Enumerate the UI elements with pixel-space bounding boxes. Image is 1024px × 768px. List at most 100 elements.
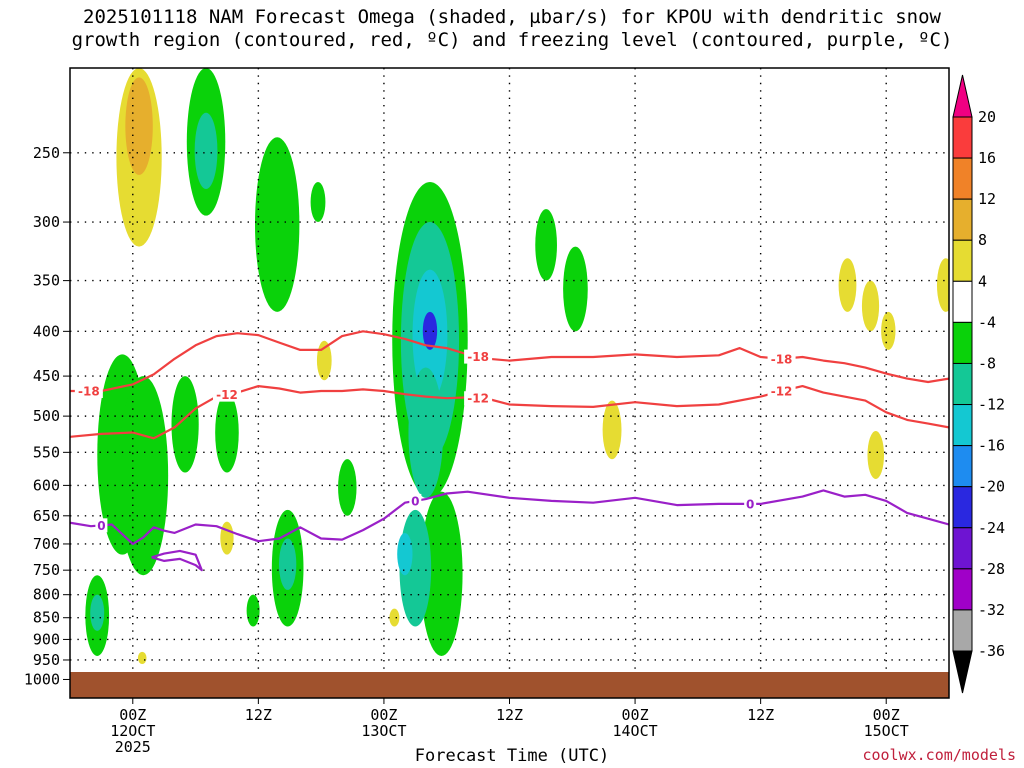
omega-region-3 [194,112,218,189]
colorbar-segment--8--4 [952,321,973,364]
colorbar-segment--20--16 [952,445,973,488]
y-tick-label: 600 [33,476,60,494]
x-tick-label: 2025 [115,738,151,756]
contour-label-bg [464,349,493,364]
colorbar-label: -8 [978,354,996,372]
colorbar-segment--24--20 [952,486,973,529]
contour-label-bg [767,351,796,366]
contour-label-bg [409,493,422,508]
x-tick-label: 13OCT [361,722,406,740]
contour-label-bg [212,387,241,402]
contour-label-bg [744,496,757,511]
omega-region-10 [215,392,239,473]
ground-surface [70,672,949,698]
colorbar-legend: 20 16 12 8 4 -4 -8 -12 -16 -20 -24 -28 -32 -36 [952,74,1005,694]
x-tick-label: 00Z [370,706,397,724]
omega-region-13 [279,538,297,590]
colorbar-top-arrow [952,74,973,118]
colorbar-label: 20 [978,108,996,126]
contour-label-0-0: -18 [78,384,100,398]
colorbar-segment--12--8 [952,362,973,406]
x-tick-label: 12Z [496,706,523,724]
x-tick-label: 00Z [873,706,900,724]
x-tick-label: 12Z [245,706,272,724]
y-tick-label: 700 [33,535,60,553]
colorbar-label: -36 [978,642,1005,660]
colorbar-label: -20 [978,478,1005,496]
x-tick-label: 00Z [622,706,649,724]
omega-region-25 [397,532,413,576]
omega-region-9 [171,376,199,473]
contour-label-bg [464,391,493,406]
omega-region-33 [867,431,885,480]
y-tick-label: 550 [33,443,60,461]
colorbar-label: 16 [978,149,996,167]
omega-region-29 [602,400,622,460]
x-tick-label: 15OCT [864,722,909,740]
colorbar-segment--32--28 [952,568,973,611]
omega-region-28 [563,246,588,332]
y-tick-label: 850 [33,609,60,627]
omega-region-30 [838,258,857,312]
omega-region-22 [408,367,444,498]
contour-line-2 [70,489,949,546]
contour-label-0-2: -18 [771,352,793,366]
omega-region-26 [389,608,400,627]
colorbar-segment-16-20 [952,116,973,159]
colorbar-segment-12-16 [952,157,973,200]
y-tick-label: 1000 [24,670,60,688]
omega-region-32 [881,311,896,350]
omega-region-35 [936,258,949,312]
x-tick-label: 14OCT [612,722,657,740]
colorbar-label: 12 [978,190,996,208]
omega-region-27 [535,209,557,281]
y-tick-label: 300 [33,213,60,231]
x-axis-label: Forecast Time (UTC) [414,746,610,766]
colorbar-segment-4-8 [952,239,973,282]
contour-line-0 [70,330,949,393]
contour-label-2-2: 0 [746,497,754,511]
colorbar-segment--36--32 [952,609,973,652]
colorbar-label: -4 [978,313,996,331]
contour-label-1-1: -12 [467,392,489,406]
omega-region-15 [90,594,105,631]
omega-region-16 [246,594,260,627]
contour-label-bg [74,383,103,398]
omega-region-1 [125,77,153,175]
colorbar-segment--16--12 [952,404,973,447]
colorbar-label: -24 [978,519,1005,537]
x-tick-label: 00Z [119,706,146,724]
contour-label-1-0: -12 [216,388,238,402]
contour-label-bg [95,518,108,533]
y-tick-label: 450 [33,367,60,385]
omega-region-31 [861,280,880,332]
omega-region-11 [220,521,234,555]
colorbar-segment--4-4 [952,280,973,323]
contour-label-1-2: -12 [771,384,793,398]
y-tick-label: 750 [33,561,60,579]
contour-label-bg [767,383,796,398]
contour-label-2-0: 0 [97,519,105,533]
omega-region-8 [118,376,169,576]
omega-region-23 [420,491,463,656]
omega-region-34 [137,651,147,664]
omega-region-4 [254,137,300,312]
omega-region-21 [422,311,438,350]
colorbar-label: -12 [978,396,1005,414]
colorbar-label: -16 [978,437,1005,455]
colorbar-segment-8-12 [952,198,973,241]
contour-label-0-1: -18 [467,350,489,364]
y-tick-label: 250 [33,144,60,162]
omega-region-5 [310,182,326,223]
y-tick-label: 400 [33,322,60,340]
x-tick-label: 12Z [747,706,774,724]
contour-label-2-1: 0 [411,494,419,508]
colorbar-label: -32 [978,601,1005,619]
y-tick-label: 500 [33,407,60,425]
colorbar-label: 8 [978,231,987,249]
y-tick-label: 350 [33,272,60,290]
contour-line-3 [151,549,203,572]
colorbar-label: 4 [978,272,987,290]
credit-text: coolwx.com/models [862,746,1016,764]
